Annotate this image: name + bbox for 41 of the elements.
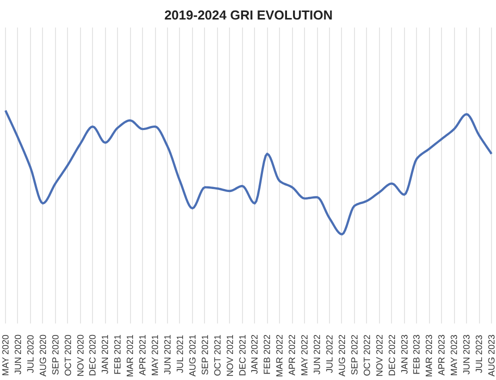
x-tick-label: AUG 2023: [486, 334, 496, 377]
x-tick-label: JUN 2020: [12, 334, 23, 375]
x-tick-label: JUL 2023: [474, 334, 484, 374]
x-tick-label: SEP 2021: [200, 334, 210, 376]
x-tick-label: FEB 2022: [262, 334, 272, 375]
x-tick-label: MAY 2023: [449, 334, 460, 376]
x-tick-label: DEC 2021: [237, 334, 248, 376]
x-tick-label: MAY 2021: [150, 334, 160, 376]
x-tick-label: AUG 2022: [336, 334, 347, 377]
x-tick-label: JUL 2020: [25, 334, 36, 374]
x-tick-label: NOV 2022: [374, 334, 384, 377]
x-tick-label: FEB 2021: [112, 334, 123, 375]
x-tick-label: NOV 2021: [224, 334, 235, 377]
x-tick-label: JUL 2022: [324, 334, 335, 374]
x-tick-label: SEP 2020: [50, 334, 60, 376]
x-tick-label: AUG 2020: [38, 334, 48, 377]
chart-title: 2019-2024 GRI EVOLUTION: [164, 8, 333, 22]
x-tick-label: DEC 2020: [88, 334, 98, 376]
x-tick-label: MAY 2020: [0, 334, 10, 376]
x-tick-label: OCT 2020: [62, 334, 73, 376]
x-tick-label: APR 2022: [287, 334, 298, 376]
x-tick-label: MAR 2022: [274, 334, 285, 378]
x-tick-label: FEB 2023: [412, 334, 422, 375]
x-tick-label: JAN 2022: [250, 334, 260, 374]
x-tick-label: OCT 2021: [212, 334, 222, 376]
x-tick-label: APR 2021: [138, 334, 148, 376]
x-tick-label: MAR 2021: [125, 334, 136, 378]
x-tick-label: AUG 2021: [187, 334, 198, 377]
x-tick-label: APR 2023: [436, 334, 447, 376]
x-tick-label: JAN 2021: [100, 334, 110, 374]
x-tick-label: NOV 2020: [75, 334, 86, 377]
x-tick-label: JUN 2023: [462, 334, 472, 375]
x-tick-label: DEC 2022: [386, 334, 397, 376]
x-tick-label: MAY 2022: [300, 334, 310, 376]
x-tick-label: JUN 2022: [312, 334, 322, 375]
x-tick-label: JAN 2023: [399, 334, 410, 374]
x-tick-label: OCT 2022: [362, 334, 372, 376]
x-tick-label: JUN 2021: [162, 334, 172, 375]
x-tick-label: JUL 2021: [174, 334, 185, 374]
x-tick-label: SEP 2022: [349, 334, 360, 376]
x-tick-label: MAR 2023: [424, 334, 434, 378]
